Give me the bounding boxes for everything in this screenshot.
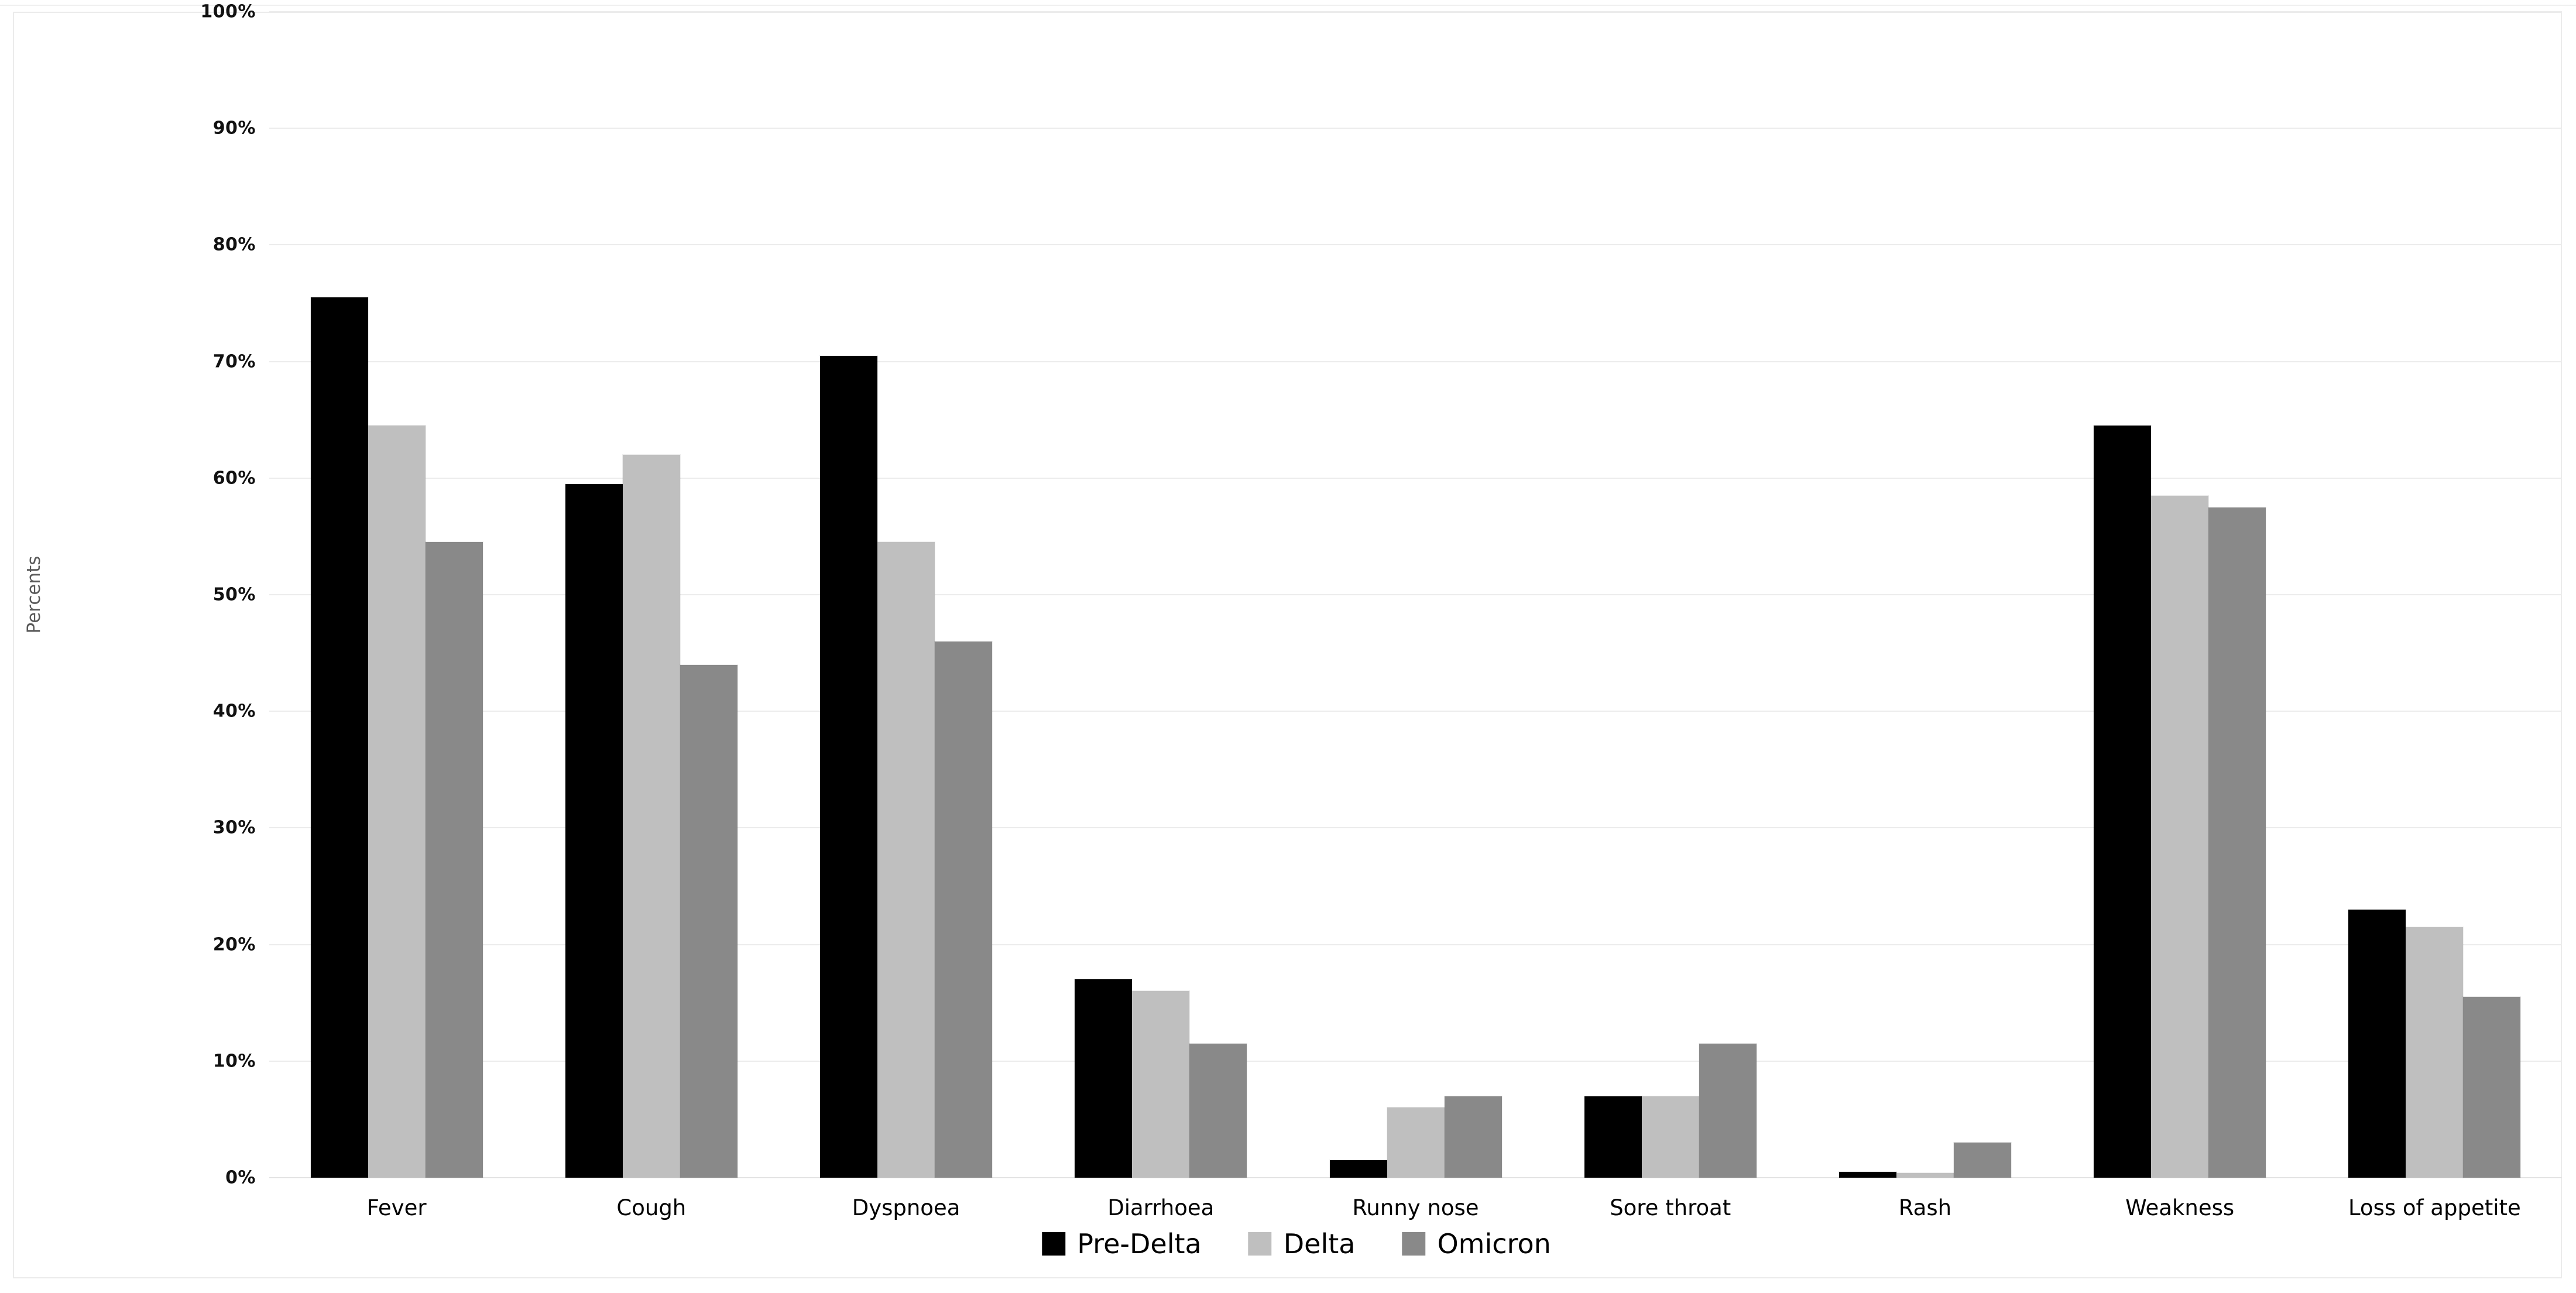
xaxis-label-loss-of-appetite: Loss of appetite bbox=[2348, 1195, 2521, 1220]
ytick-label-80: 80% bbox=[212, 234, 256, 255]
y-axis-title: Percents bbox=[23, 555, 44, 634]
bar-pre-delta-weakness bbox=[2093, 425, 2152, 1178]
xaxis-label-rash: Rash bbox=[1898, 1195, 1952, 1220]
bar-pre-delta-loss-of-appetite bbox=[2348, 908, 2407, 1178]
bar-delta-diarrhoea bbox=[1131, 990, 1191, 1178]
bar-pre-delta-diarrhoea bbox=[1074, 979, 1133, 1178]
bar-pre-delta-sore-throat bbox=[1583, 1095, 1642, 1178]
bar-omicron-runny-nose bbox=[1443, 1095, 1503, 1178]
ytick-label-10: 10% bbox=[212, 1051, 256, 1072]
legend-item-delta: Delta bbox=[1248, 1228, 1356, 1260]
gridline-100 bbox=[269, 11, 2562, 12]
bar-delta-sore-throat bbox=[1641, 1095, 1700, 1178]
gridline-0 bbox=[269, 1177, 2562, 1178]
ytick-label-90: 90% bbox=[212, 118, 256, 139]
gridline-30 bbox=[269, 827, 2562, 829]
ytick-label-50: 50% bbox=[212, 584, 256, 605]
xaxis-label-runny-nose: Runny nose bbox=[1352, 1195, 1479, 1220]
legend-label-delta: Delta bbox=[1283, 1228, 1356, 1260]
ytick-label-20: 20% bbox=[212, 934, 256, 955]
gridline-90 bbox=[269, 128, 2562, 129]
legend-swatch-omicron bbox=[1402, 1232, 1426, 1256]
ytick-label-60: 60% bbox=[212, 468, 256, 489]
gridline-70 bbox=[269, 361, 2562, 362]
bar-omicron-dyspnoea bbox=[934, 640, 993, 1178]
legend-label-pre-delta: Pre-Delta bbox=[1077, 1228, 1202, 1260]
bar-omicron-fever bbox=[424, 541, 483, 1178]
legend-swatch-delta bbox=[1248, 1232, 1272, 1256]
legend-item-pre-delta: Pre-Delta bbox=[1042, 1228, 1202, 1260]
ytick-label-30: 30% bbox=[212, 817, 256, 838]
bar-pre-delta-rash bbox=[1838, 1171, 1897, 1178]
legend-label-omicron: Omicron bbox=[1437, 1228, 1551, 1260]
bar-pre-delta-cough bbox=[564, 483, 623, 1178]
bar-delta-weakness bbox=[2150, 495, 2210, 1178]
ytick-label-100: 100% bbox=[200, 1, 256, 22]
bar-delta-cough bbox=[622, 454, 681, 1178]
gridline-10 bbox=[269, 1060, 2562, 1062]
ytick-label-40: 40% bbox=[212, 701, 256, 722]
bar-delta-loss-of-appetite bbox=[2405, 926, 2464, 1178]
bar-delta-dyspnoea bbox=[877, 541, 936, 1178]
xaxis-label-fever: Fever bbox=[366, 1195, 427, 1220]
gridline-60 bbox=[269, 477, 2562, 479]
legend-item-omicron: Omicron bbox=[1402, 1228, 1551, 1260]
xaxis-label-sore-throat: Sore throat bbox=[1610, 1195, 1731, 1220]
bar-delta-runny-nose bbox=[1386, 1107, 1445, 1178]
xaxis-label-cough: Cough bbox=[616, 1195, 687, 1220]
xaxis-label-weakness: Weakness bbox=[2125, 1195, 2235, 1220]
bar-delta-rash bbox=[1895, 1172, 1954, 1178]
bar-omicron-rash bbox=[1953, 1142, 2012, 1178]
ytick-label-0: 0% bbox=[225, 1167, 256, 1188]
ytick-label-70: 70% bbox=[212, 351, 256, 372]
legend: Pre-Delta Delta Omicron bbox=[1042, 1228, 1551, 1260]
bar-pre-delta-fever bbox=[310, 297, 369, 1178]
gridline-50 bbox=[269, 594, 2562, 595]
bar-omicron-weakness bbox=[2208, 506, 2267, 1178]
gridline-80 bbox=[269, 244, 2562, 246]
bar-omicron-cough bbox=[679, 664, 738, 1178]
gridline-20 bbox=[269, 944, 2562, 945]
bar-pre-delta-dyspnoea bbox=[819, 355, 879, 1178]
legend-swatch-pre-delta bbox=[1042, 1232, 1066, 1256]
bar-delta-fever bbox=[367, 425, 426, 1178]
xaxis-label-dyspnoea: Dyspnoea bbox=[852, 1195, 961, 1220]
top-edge-line bbox=[0, 5, 2576, 6]
bar-pre-delta-runny-nose bbox=[1329, 1160, 1388, 1178]
bar-omicron-sore-throat bbox=[1698, 1042, 1757, 1178]
bar-omicron-diarrhoea bbox=[1189, 1042, 1248, 1178]
bar-omicron-loss-of-appetite bbox=[2462, 996, 2522, 1178]
gridline-40 bbox=[269, 711, 2562, 712]
xaxis-label-diarrhoea: Diarrhoea bbox=[1107, 1195, 1215, 1220]
